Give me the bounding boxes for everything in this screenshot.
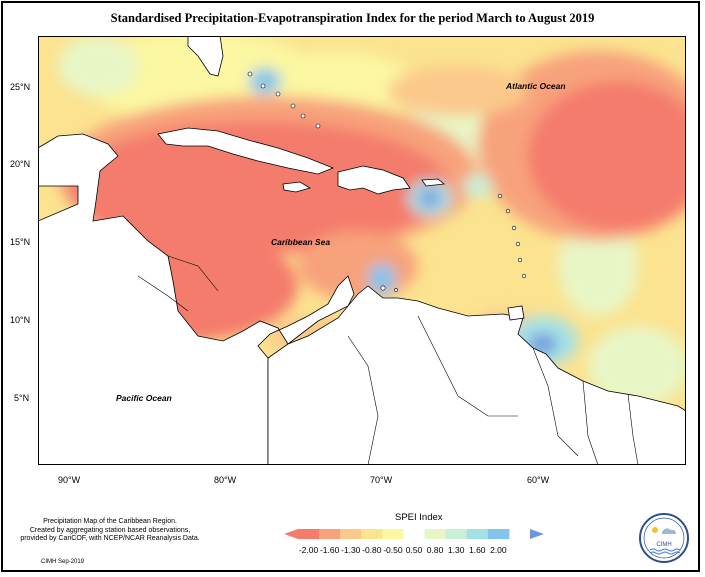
lon-label-90w: 90°W [58,475,81,485]
lon-label-70w: 70°W [370,475,393,485]
colorbar-bin [361,529,383,539]
island [315,123,321,129]
spei-field-patch [368,263,396,295]
legend-tick-label: 2.00 [490,545,507,555]
lat-label-20n: 20°N [10,159,31,169]
map-title: Standardised Precipitation-Evapotranspir… [110,11,595,25]
lon-label-80w: 80°W [214,475,237,485]
lon-label-60w: 60°W [527,475,550,485]
spei-field-patch [528,81,686,231]
legend-tick-label: -1.60 [319,545,340,555]
lat-label-25n: 25°N [10,82,31,92]
spei-field-patch [558,216,638,316]
colorbar-bin [340,529,362,539]
caribbean-sea-label: Caribbean Sea [271,237,330,247]
pacific-ocean-label: Pacific Ocean [116,393,172,403]
island [511,225,517,231]
colorbar-bin [403,529,426,539]
colorbar-arrow-left [284,529,298,539]
island [290,103,296,109]
legend-tick-label: -1.30 [341,545,361,555]
footnote-line-1: Precipitation Map of the Caribbean Regio… [43,518,177,525]
country-border [532,347,579,457]
spei-field-patch [78,156,198,236]
credit: CIMH Sep-2019 [41,559,85,565]
lat-label-5n: 5°N [14,393,30,403]
spei-map[interactable]: Atlantic Ocean Caribbean Sea Pacific Oce… [38,36,686,465]
land-puerto-rico [421,178,445,187]
land-florida [187,36,224,77]
legend-title: SPEI Index [395,512,443,523]
colorbar-bin [445,529,468,539]
country-border [582,380,599,465]
legend-tick-label: -0.80 [362,545,382,555]
legend-tick-label: -0.50 [383,545,403,555]
footnote-line-3: provided by CariCOF, with NCEP/NCAR Rean… [20,535,200,542]
footnote-line-2: Created by aggregating station based obs… [29,526,191,534]
spei-field-patch [249,68,281,94]
atlantic-ocean-label: Atlantic Ocean [505,81,566,91]
lat-label-10n: 10°N [10,315,31,325]
legend-tick-label: 1.60 [468,545,486,555]
country-border [167,255,219,292]
legend-tick-label: 0.80 [426,545,444,555]
footnote: Precipitation Map of the Caribbean Regio… [10,518,210,544]
island [515,241,521,247]
legend-tick-label: 0.50 [405,545,423,555]
country-border [137,275,189,312]
colorbar-bin [319,529,341,539]
colorbar-bin [298,529,320,539]
spei-colorbar [284,529,544,539]
island [247,71,253,77]
spei-field-patch [58,36,138,96]
cimh-logo: CIMH [639,513,689,563]
colorbar-bin [424,529,447,539]
island [517,257,523,263]
island [521,273,527,279]
colorbar-bin [382,529,404,539]
lat-label-15n: 15°N [10,237,31,247]
land-hispaniola [337,165,411,195]
land-trinidad [507,305,525,321]
island [497,193,503,199]
map-border [38,36,686,465]
legend-tick-label: -2.00 [298,545,319,555]
country-border [417,315,518,417]
spei-field-patch [420,189,440,207]
island [275,91,281,97]
island [505,208,511,214]
island [394,288,398,292]
land-cuba [157,127,335,175]
colorbar-bin [466,529,489,539]
colorbar-arrow-right [530,529,544,539]
legend-tick-label: 1.30 [447,545,465,555]
land-jamaica [282,181,311,193]
island [260,83,266,89]
spei-field-patch [588,326,686,406]
colorbar-bin [487,529,510,539]
island [300,113,306,119]
spei-field-patch [388,66,528,116]
country-border [627,393,639,465]
logo-text: CIMH [656,542,671,548]
spei-field-patch [463,174,493,198]
island [380,285,386,291]
country-border [347,335,379,465]
